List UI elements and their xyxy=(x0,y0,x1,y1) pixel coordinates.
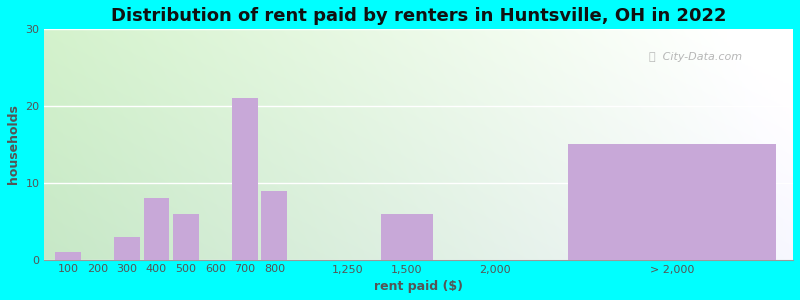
Text: ⓘ  City-Data.com: ⓘ City-Data.com xyxy=(649,52,742,62)
Y-axis label: households: households xyxy=(7,104,20,184)
Bar xyxy=(381,214,433,260)
Bar xyxy=(173,214,199,260)
X-axis label: rent paid ($): rent paid ($) xyxy=(374,280,463,293)
Bar xyxy=(569,145,776,260)
Bar xyxy=(114,237,140,260)
Bar xyxy=(55,252,81,260)
Title: Distribution of rent paid by renters in Huntsville, OH in 2022: Distribution of rent paid by renters in … xyxy=(111,7,726,25)
Bar xyxy=(143,198,170,260)
Bar xyxy=(262,190,287,260)
Bar xyxy=(232,98,258,260)
